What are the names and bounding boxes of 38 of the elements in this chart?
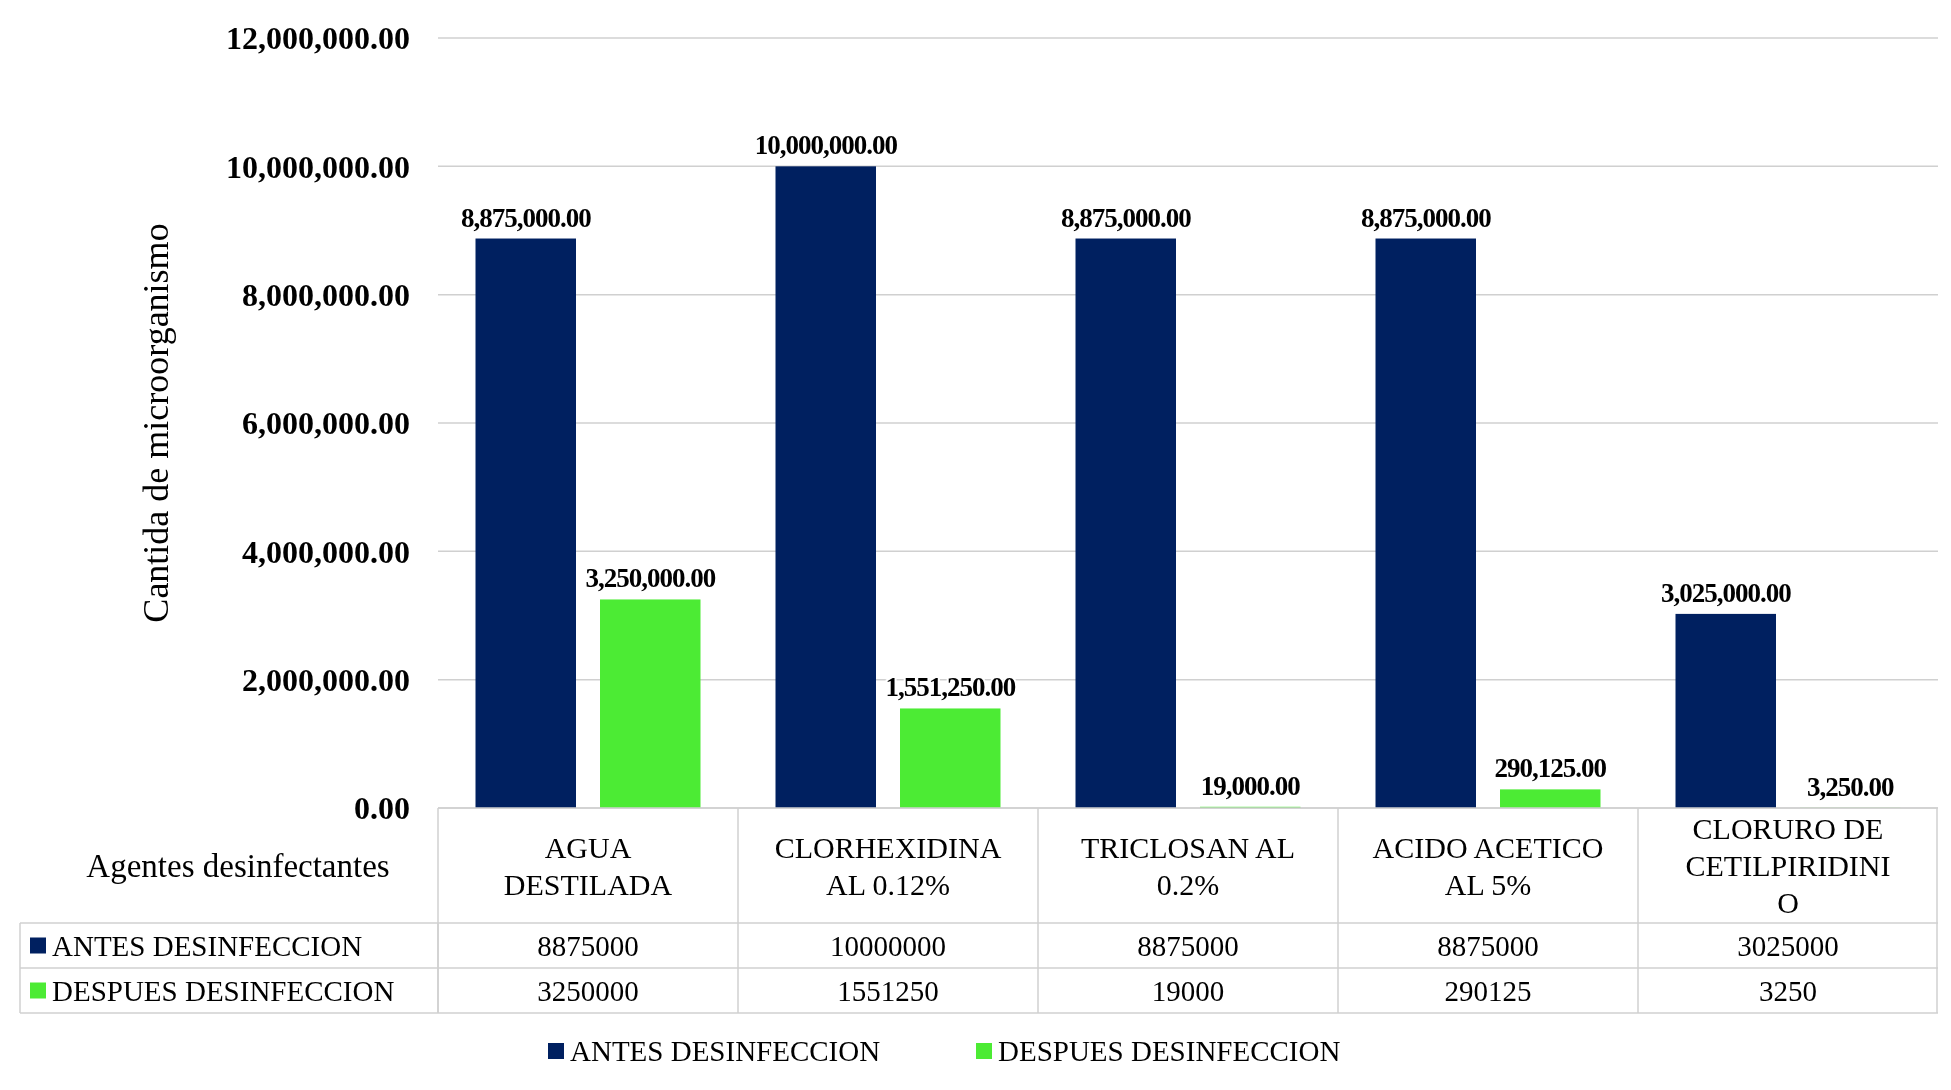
y-tick-label: 0.00: [354, 790, 410, 827]
data-label: 290,125.00: [1494, 753, 1607, 784]
text: 10000000: [830, 929, 946, 962]
y-tick-label: 4,000,000.00: [242, 533, 410, 570]
text: 8875000: [1137, 929, 1239, 962]
y-tick-label: 2,000,000.00: [242, 661, 410, 698]
y-axis-title: Cantida de microorganismo: [136, 223, 176, 623]
x-tick-label: CLORHEXIDINA AL 0.12%: [774, 830, 1002, 901]
data-label: 8,875,000.00: [1060, 202, 1192, 233]
data-label: 8,875,000.00: [1360, 202, 1492, 233]
text: 290125: [1444, 974, 1532, 1007]
text: ANTES DESINFECCION: [570, 1035, 881, 1068]
legend-label: DESPUES DESINFECCION: [998, 1035, 1341, 1068]
y-tick-label: 12,000,000.00: [226, 20, 410, 57]
text: 3250000: [537, 974, 639, 1007]
data-label: 3,025,000.00: [1660, 577, 1792, 608]
data-label: 3,250,000.00: [585, 563, 716, 594]
data-label: 8,875,000.00: [460, 202, 592, 233]
x-tick-label: CLORURO DE CETILPIRIDINIO: [1685, 812, 1891, 919]
x-tick-label: AGUA DESTILADA: [503, 830, 673, 901]
x-tick-label: TRICLOSAN AL 0.2%: [1080, 830, 1296, 901]
x-axis-title: Agentes desinfectantes: [86, 848, 390, 885]
legend-label: ANTES DESINFECCION: [52, 929, 363, 962]
data-label: 10,000,000.00: [754, 130, 898, 161]
text: DESPUES DESINFECCION: [52, 974, 395, 1007]
text: 8875000: [1437, 929, 1539, 962]
y-tick-label: 10,000,000.00: [226, 148, 410, 185]
y-tick-label: 6,000,000.00: [242, 405, 410, 442]
text: 3250: [1759, 974, 1817, 1007]
data-label: 3,250.00: [1807, 771, 1894, 802]
y-tick-label: 8,000,000.00: [242, 276, 410, 313]
text: 19000: [1151, 974, 1225, 1007]
data-label: 1,551,250.00: [885, 672, 1016, 703]
x-tick-label: ACIDO ACETICO AL 5%: [1372, 830, 1604, 901]
text: 8875000: [537, 929, 639, 962]
text: 3025000: [1737, 929, 1839, 962]
data-label: 19,000.00: [1200, 770, 1301, 801]
text: 1551250: [837, 974, 939, 1007]
